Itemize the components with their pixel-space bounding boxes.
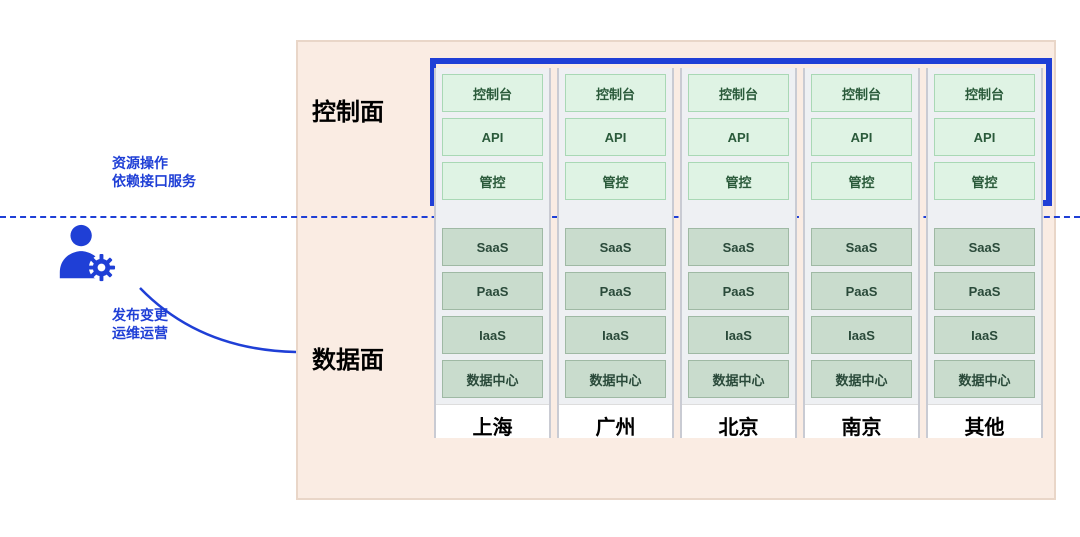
data-layer-cell: SaaS <box>688 228 789 266</box>
plane-gap <box>934 206 1035 228</box>
data-layer-cell: SaaS <box>442 228 543 266</box>
data-layer-cell: 数据中心 <box>565 360 666 398</box>
data-layer-cell: 数据中心 <box>811 360 912 398</box>
highlight-bracket-right <box>1046 58 1052 206</box>
region-name: 广州 <box>559 404 672 438</box>
region-column: 控制台 API 管控 SaaS PaaS IaaS 数据中心上海 <box>434 68 551 438</box>
control-layer-cell: API <box>565 118 666 156</box>
control-layer-cell: 管控 <box>442 162 543 200</box>
data-layer-cell: 数据中心 <box>442 360 543 398</box>
control-layer-cell: API <box>934 118 1035 156</box>
region-name: 其他 <box>928 404 1041 438</box>
diagram-canvas: 控制面 数据面 <box>0 0 1080 537</box>
region-column: 控制台 API 管控 SaaS PaaS IaaS 数据中心北京 <box>680 68 797 438</box>
control-layer-cell: 管控 <box>688 162 789 200</box>
regions-grid: 控制台API管控SaaSPaaSIaaS数据中心上海控制台API管控SaaSPa… <box>434 68 1043 438</box>
control-layer-cell: API <box>442 118 543 156</box>
annotation-release-ops: 发布变更 运维运营 <box>112 306 168 342</box>
data-layer-cell: PaaS <box>811 272 912 310</box>
data-plane-label: 数据面 <box>312 340 384 375</box>
data-layer-cell: IaaS <box>811 316 912 354</box>
plane-gap <box>442 206 543 228</box>
data-layer-cell: IaaS <box>934 316 1035 354</box>
region-column: 控制台 API 管控 SaaS PaaS IaaS 数据中心广州 <box>557 68 674 438</box>
region-name: 南京 <box>805 404 918 438</box>
control-plane-label: 控制面 <box>312 92 384 127</box>
annotation-line: 运维运营 <box>112 324 168 342</box>
control-layer-cell: 控制台 <box>442 74 543 112</box>
data-layer-cell: PaaS <box>688 272 789 310</box>
data-layer-cell: PaaS <box>565 272 666 310</box>
region-column: 控制台 API 管控 SaaS PaaS IaaS 数据中心其他 <box>926 68 1043 438</box>
annotation-line: 依赖接口服务 <box>112 172 196 190</box>
control-layer-cell: 管控 <box>811 162 912 200</box>
data-layer-cell: IaaS <box>565 316 666 354</box>
control-layer-cell: 管控 <box>565 162 666 200</box>
annotation-resource-ops: 资源操作 依赖接口服务 <box>112 154 196 190</box>
user-gear-icon <box>54 222 116 284</box>
data-layer-cell: SaaS <box>565 228 666 266</box>
control-layer-cell: 控制台 <box>811 74 912 112</box>
control-layer-cell: API <box>688 118 789 156</box>
plane-gap <box>811 206 912 228</box>
region-column: 控制台 API 管控 SaaS PaaS IaaS 数据中心南京 <box>803 68 920 438</box>
control-layer-cell: 控制台 <box>565 74 666 112</box>
plane-gap <box>688 206 789 228</box>
control-layer-cell: 控制台 <box>934 74 1035 112</box>
plane-gap <box>565 206 666 228</box>
control-layer-cell: API <box>811 118 912 156</box>
data-layer-cell: IaaS <box>688 316 789 354</box>
data-layer-cell: IaaS <box>442 316 543 354</box>
control-layer-cell: 控制台 <box>688 74 789 112</box>
region-name: 上海 <box>436 404 549 438</box>
annotation-line: 发布变更 <box>112 306 168 324</box>
data-layer-cell: SaaS <box>934 228 1035 266</box>
data-layer-cell: 数据中心 <box>934 360 1035 398</box>
data-layer-cell: SaaS <box>811 228 912 266</box>
data-layer-cell: PaaS <box>934 272 1035 310</box>
annotation-line: 资源操作 <box>112 154 196 172</box>
highlight-bracket-top <box>430 58 1052 64</box>
control-layer-cell: 管控 <box>934 162 1035 200</box>
data-layer-cell: 数据中心 <box>688 360 789 398</box>
region-name: 北京 <box>682 404 795 438</box>
data-layer-cell: PaaS <box>442 272 543 310</box>
